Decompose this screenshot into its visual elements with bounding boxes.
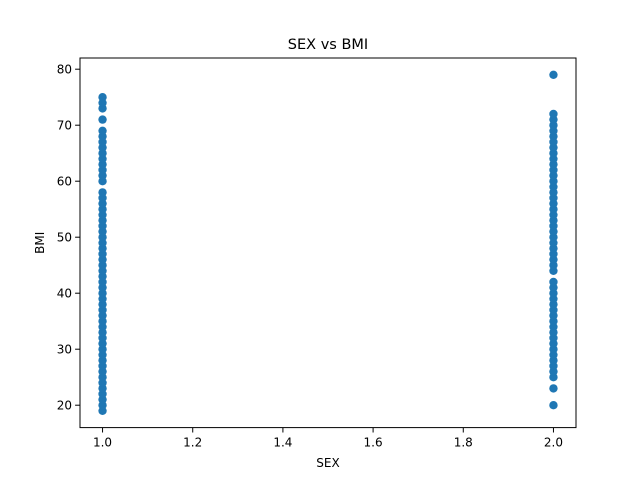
y-tick-label: 50 [57, 231, 72, 245]
y-axis-label: BMI [33, 232, 47, 254]
data-point [98, 126, 107, 135]
data-point [98, 115, 107, 124]
y-axis-ticks: 20 30 40 50 60 70 80 [57, 63, 80, 413]
data-point [98, 188, 107, 197]
plot-area-frame [79, 57, 577, 429]
chart-title: SEX vs BMI [288, 37, 368, 53]
x-tick-label: 1.8 [454, 436, 473, 450]
y-tick-label: 80 [57, 63, 72, 77]
x-tick-label: 1.2 [183, 436, 202, 450]
x-tick-label: 2.0 [544, 436, 563, 450]
data-point [549, 401, 558, 410]
y-tick-label: 60 [57, 175, 72, 189]
y-tick-label: 70 [57, 119, 72, 133]
data-point [549, 384, 558, 393]
x-axis-ticks: 1.0 1.2 1.4 1.6 1.8 2.0 [93, 427, 563, 450]
data-point [549, 70, 558, 80]
data-point [98, 93, 107, 102]
x-tick-label: 1.4 [273, 436, 292, 450]
x-tick-label: 1.6 [364, 436, 383, 450]
x-tick-label: 1.0 [93, 436, 112, 450]
data-point [549, 109, 558, 119]
x-axis-label: SEX [316, 456, 339, 470]
data-point [549, 277, 558, 287]
y-tick-label: 30 [57, 343, 72, 357]
y-tick-label: 40 [57, 287, 72, 301]
y-tick-label: 20 [57, 399, 72, 413]
data-points [98, 70, 558, 415]
